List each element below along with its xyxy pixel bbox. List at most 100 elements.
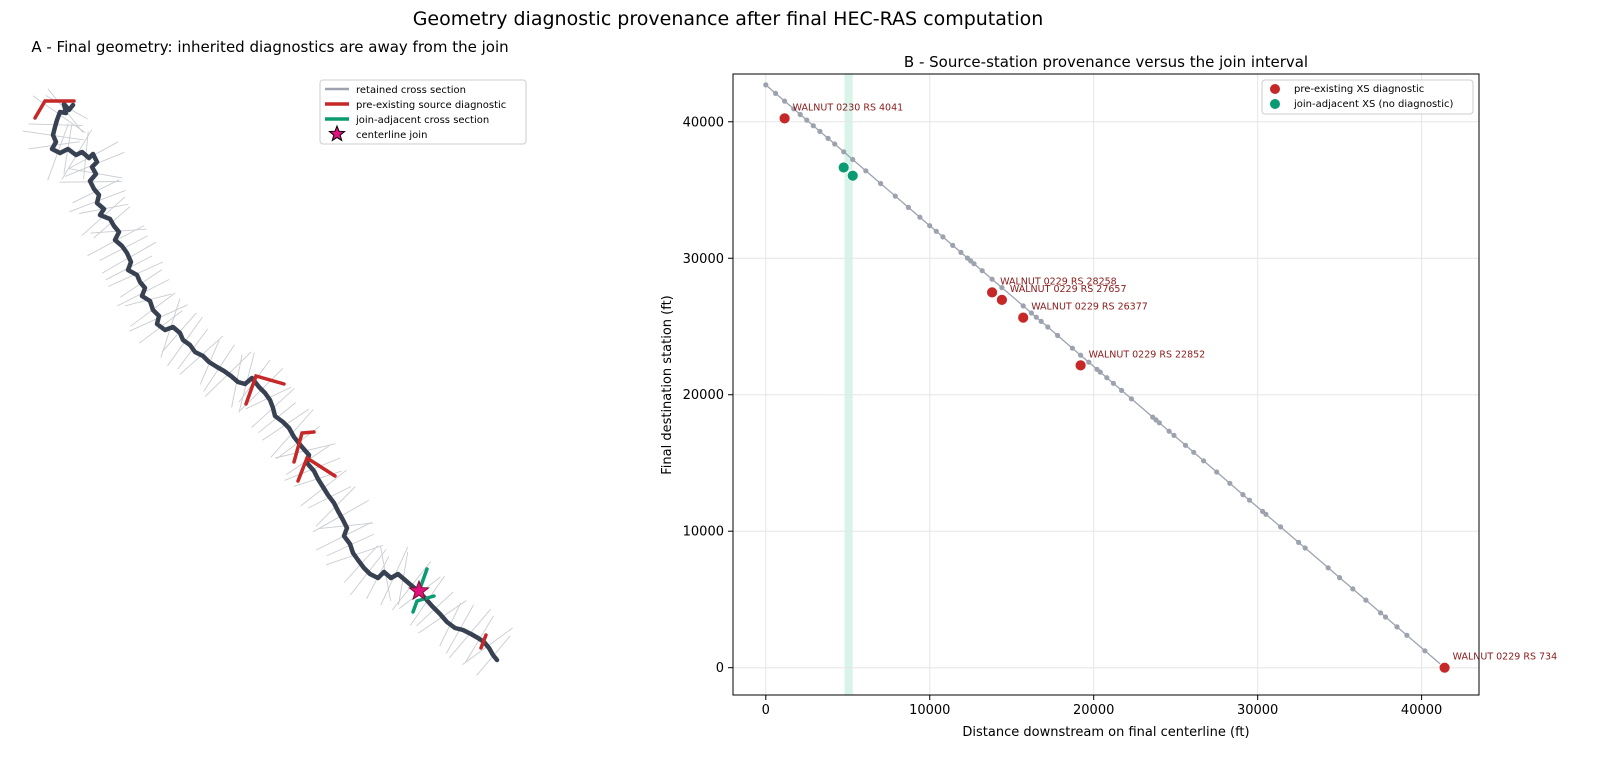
retained-station-point bbox=[979, 268, 985, 274]
retained-station-point bbox=[1097, 369, 1103, 375]
panel-b-title: B - Source-station provenance versus the… bbox=[904, 53, 1308, 71]
retained-station-point bbox=[1378, 610, 1384, 616]
retained-station-point bbox=[1296, 539, 1302, 546]
retained-station-point bbox=[797, 111, 803, 118]
retained-station-point bbox=[832, 141, 838, 147]
diagnostic-xs-bend bbox=[244, 373, 286, 406]
retained-station-point bbox=[905, 204, 912, 210]
join-adjacent-point bbox=[837, 161, 850, 174]
retained-station-points bbox=[763, 82, 1448, 671]
retained-station-point bbox=[1182, 442, 1189, 448]
retained-station-point bbox=[1156, 420, 1162, 426]
retained-station-point bbox=[825, 135, 831, 141]
chart-series bbox=[778, 112, 1451, 674]
legend-swatch-join-star bbox=[328, 124, 346, 142]
y-axis-label: Final destination station (ft) bbox=[660, 295, 675, 475]
retained-station-point bbox=[1325, 565, 1331, 571]
retained-station-point bbox=[1382, 614, 1389, 620]
y-tick-label: 30000 bbox=[683, 252, 724, 267]
diagnostic-point bbox=[1438, 661, 1451, 674]
diagnostic-xs-downstream bbox=[479, 633, 488, 650]
retained-station-point bbox=[1246, 497, 1253, 503]
figure-title: Geometry diagnostic provenance after fin… bbox=[413, 8, 1044, 30]
retained-station-point bbox=[1045, 324, 1051, 330]
retained-station-point bbox=[1033, 314, 1039, 320]
retained-station-point bbox=[1337, 575, 1343, 581]
retained-station-point bbox=[1119, 387, 1125, 393]
retained-station-point bbox=[971, 261, 977, 267]
retained-station-point bbox=[1302, 545, 1308, 551]
plot-frame bbox=[732, 73, 1480, 696]
x-tick-label: 20000 bbox=[1073, 703, 1114, 718]
diagnostic-point-label: WALNUT 0229 RS 28258 bbox=[1000, 276, 1117, 287]
diagnostic-point bbox=[986, 286, 998, 299]
retained-station-point bbox=[927, 223, 933, 229]
y-tick-label: 10000 bbox=[683, 525, 724, 540]
legend-label-join-adjacent: join-adjacent cross section bbox=[355, 115, 489, 126]
panel-a-legend: retained cross section pre-existing sour… bbox=[319, 79, 527, 145]
centerline-join-star bbox=[408, 579, 430, 601]
station-polyline bbox=[765, 84, 1446, 669]
retained-station-point bbox=[1038, 318, 1044, 324]
retained-station-point bbox=[791, 106, 797, 112]
retained-station-point bbox=[1278, 524, 1284, 530]
retained-station-point bbox=[1069, 345, 1075, 351]
panel-b-provenance-chart: B - Source-station provenance versus the… bbox=[660, 53, 1557, 740]
retained-station-point bbox=[841, 149, 847, 155]
panel-b-legend: pre-existing XS diagnostic join-adjacent… bbox=[1261, 79, 1474, 115]
retained-station-point bbox=[1078, 352, 1084, 358]
retained-station-point bbox=[892, 193, 898, 199]
retained-station-point bbox=[863, 168, 869, 174]
legend-label-join-star: centerline join bbox=[356, 130, 427, 141]
retained-station-point bbox=[1128, 396, 1134, 402]
retained-station-point bbox=[1086, 359, 1092, 365]
join-adjacent-point bbox=[846, 169, 859, 182]
legend-marker-join-adjacent bbox=[1270, 99, 1280, 109]
retained-station-point bbox=[1404, 632, 1410, 638]
x-axis-label: Distance downstream on final centerline … bbox=[962, 725, 1249, 740]
retained-station-point bbox=[1110, 380, 1116, 386]
legend-label-join-adjacent-xs: join-adjacent XS (no diagnostic) bbox=[1293, 99, 1453, 110]
chart-grid bbox=[733, 74, 1479, 695]
legend-marker-diagnostic bbox=[1270, 84, 1280, 94]
retained-station-point bbox=[1227, 480, 1233, 486]
retained-station-point bbox=[1028, 310, 1034, 316]
retained-station-point bbox=[804, 117, 810, 123]
diagnostic-point bbox=[1017, 311, 1030, 324]
retained-station-point bbox=[1263, 511, 1269, 517]
retained-station-point bbox=[782, 98, 788, 104]
retained-station-point bbox=[1171, 432, 1177, 438]
retained-station-point bbox=[878, 180, 884, 187]
retained-station-point bbox=[1191, 449, 1197, 455]
join-interval-band-rect bbox=[844, 74, 853, 695]
retained-station-point bbox=[917, 214, 923, 220]
diagnostic-point-label: WALNUT 0229 RS 27657 bbox=[1010, 284, 1127, 295]
diagnostic-point-label: WALNUT 0229 RS 734 bbox=[1453, 652, 1558, 663]
retained-station-point bbox=[1363, 597, 1369, 603]
legend-label-diagnostic: pre-existing source diagnostic bbox=[356, 100, 506, 111]
diagnostic-point-label: WALNUT 0230 RS 4041 bbox=[793, 102, 904, 113]
diagnostic-xs-upstream bbox=[33, 99, 76, 120]
retained-station-point bbox=[1104, 375, 1110, 381]
diagnostic-point bbox=[1074, 359, 1087, 372]
retained-station-point bbox=[933, 228, 939, 234]
retained-station-point bbox=[1166, 428, 1172, 434]
retained-station-point bbox=[1020, 303, 1026, 309]
diagnostic-point bbox=[996, 293, 1008, 306]
diagnostic-point-label: WALNUT 0229 RS 22852 bbox=[1089, 349, 1206, 360]
y-tick-label: 40000 bbox=[683, 115, 724, 130]
retained-station-point bbox=[1214, 469, 1220, 475]
legend-label-diagnostic-xs: pre-existing XS diagnostic bbox=[1294, 84, 1424, 95]
y-tick-label: 0 bbox=[716, 661, 724, 676]
retained-station-point bbox=[817, 128, 823, 134]
retained-station-point bbox=[1240, 492, 1246, 498]
x-tick-label: 10000 bbox=[909, 703, 950, 718]
diagnostic-point-label: WALNUT 0229 RS 26377 bbox=[1031, 302, 1148, 313]
x-tick-label: 40000 bbox=[1401, 703, 1442, 718]
legend-label-retained: retained cross section bbox=[356, 85, 466, 96]
retained-station-point bbox=[1055, 332, 1061, 339]
x-tick-label: 0 bbox=[762, 703, 770, 718]
station-line bbox=[765, 84, 1446, 669]
diagnostic-xs-mid-1 bbox=[292, 430, 316, 464]
